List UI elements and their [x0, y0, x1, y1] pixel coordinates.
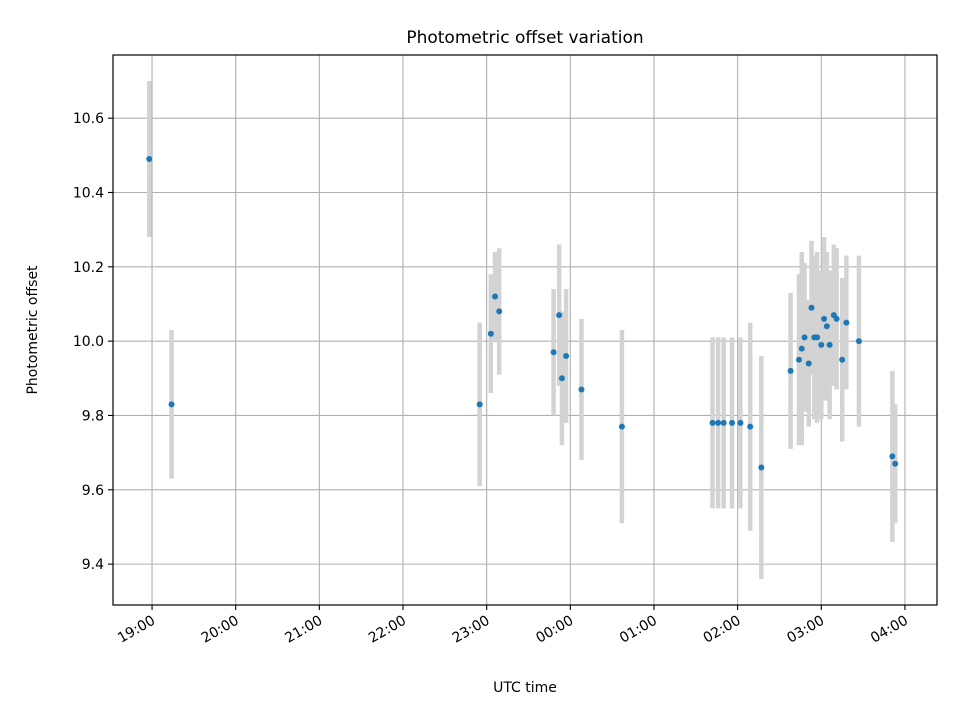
data-point: [492, 293, 499, 300]
x-axis-label: UTC time: [493, 680, 557, 696]
data-points: [146, 156, 899, 471]
data-point: [839, 356, 846, 363]
data-point: [168, 401, 175, 408]
y-tick-label: 9.6: [82, 483, 104, 499]
y-axis-ticks: 9.4 9.6 9.8 10.0 10.2 10.4 10.6: [73, 111, 113, 573]
data-point: [795, 356, 802, 363]
x-tick-label: 22:00: [366, 613, 409, 647]
data-point: [558, 375, 565, 382]
x-tick-label: 01:00: [617, 613, 660, 647]
y-tick-label: 9.4: [82, 557, 104, 573]
data-point: [578, 386, 585, 393]
data-point: [889, 453, 896, 460]
data-point: [550, 349, 557, 356]
data-point: [720, 419, 727, 426]
data-point: [487, 330, 494, 337]
x-tick-label: 19:00: [115, 613, 158, 647]
y-tick-label: 10.6: [73, 111, 104, 127]
data-point: [818, 341, 825, 348]
x-tick-label: 20:00: [199, 613, 242, 647]
data-point: [843, 319, 850, 326]
data-point: [758, 464, 765, 471]
data-point: [563, 353, 570, 360]
chart-title: Photometric offset variation: [406, 28, 643, 48]
data-point: [808, 304, 815, 311]
data-point: [747, 423, 754, 430]
grid: [113, 55, 937, 605]
data-point: [496, 308, 503, 315]
x-axis-ticks: 19:00 20:00 21:00 22:00 23:00 00:00 01:00 02:00…: [115, 605, 911, 647]
x-tick-label: 00:00: [533, 613, 576, 647]
data-point: [821, 315, 828, 322]
data-point: [618, 423, 625, 430]
data-point: [787, 367, 794, 374]
x-tick-label: 04:00: [868, 613, 911, 647]
data-point: [833, 315, 840, 322]
y-tick-label: 9.8: [82, 408, 104, 424]
y-tick-label: 10.0: [73, 334, 104, 350]
y-tick-label: 10.4: [73, 186, 104, 202]
data-point: [556, 312, 563, 319]
data-point: [826, 341, 833, 348]
data-point: [737, 419, 744, 426]
data-point: [798, 345, 805, 352]
data-point: [715, 419, 722, 426]
data-point: [709, 419, 716, 426]
x-tick-label: 03:00: [784, 613, 827, 647]
x-tick-label: 21:00: [282, 613, 325, 647]
data-point: [814, 334, 821, 341]
x-tick-label: 02:00: [701, 613, 744, 647]
x-tick-label: 23:00: [450, 613, 493, 647]
data-point: [146, 156, 153, 163]
y-tick-label: 10.2: [73, 260, 104, 276]
data-point: [805, 360, 812, 367]
y-axis-label: Photometric offset: [25, 265, 41, 395]
data-point: [801, 334, 808, 341]
data-point: [892, 460, 899, 467]
plot-frame: [112, 54, 938, 606]
data-point: [823, 323, 830, 330]
data-point: [476, 401, 483, 408]
data-point: [729, 419, 736, 426]
data-point: [855, 338, 862, 345]
